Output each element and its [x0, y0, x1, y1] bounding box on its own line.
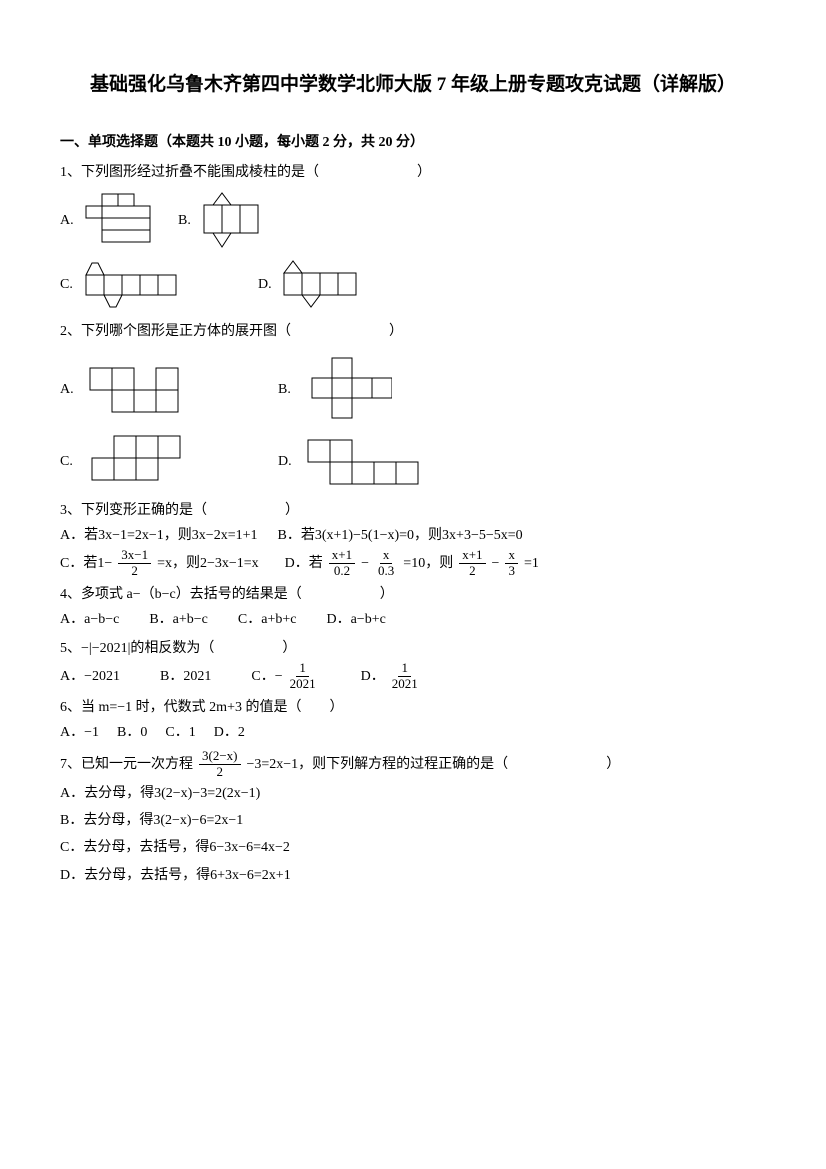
q3-d-mid2: =10，则 — [403, 551, 453, 576]
q5-opt-a: A．−2021 — [60, 664, 120, 689]
q5-d-frac: 1 2021 — [389, 661, 421, 691]
q3-d-f4: x 3 — [505, 548, 518, 578]
q4-opt-d: D．a−b+c — [326, 607, 385, 632]
q5-paren: ） — [282, 636, 296, 661]
q2-opt-a-figure — [84, 362, 194, 418]
q5-c-frac: 1 2021 — [287, 661, 319, 691]
q1-opt-a-figure — [84, 192, 154, 250]
q2-paren: ） — [389, 319, 403, 344]
q7-mid: −3=2x−1，则下列解方程的过程正确的是（ — [247, 752, 509, 777]
page-title: 基础强化乌鲁木齐第四中学数学北师大版 7 年级上册专题攻克试题（详解版） — [60, 70, 766, 100]
q6-opt-b: B．0 — [117, 720, 147, 745]
q3-d-f1: x+1 0.2 — [329, 548, 355, 578]
q7-opt-b: B．去分母，得3(2−x)−6=2x−1 — [60, 808, 766, 833]
q2-opt-b-figure — [302, 354, 392, 426]
q3-opt-a: A．若3x−1=2x−1，则3x−2x=1+1 — [60, 523, 257, 548]
question-7: 7、已知一元一次方程 3(2−x) 2 −3=2x−1，则下列解方程的过程正确的… — [60, 749, 766, 887]
q1-opt-c-figure — [84, 257, 204, 313]
q2-opt-c-figure — [84, 432, 194, 492]
q5-text: 5、−|−2021|的相反数为（ — [60, 636, 214, 661]
q3-d-f2: x 0.3 — [375, 548, 397, 578]
q5-opt-b: B．2021 — [160, 664, 211, 689]
q2-opt-a-label: A. — [60, 377, 78, 402]
q5-opt-d-pre: D． — [361, 664, 385, 689]
q1-paren: ） — [417, 160, 431, 185]
q1-text: 1、下列图形经过折叠不能围成棱柱的是（ — [60, 160, 319, 185]
q2-opt-d-figure — [302, 434, 422, 490]
q1-opt-d-label: D. — [258, 272, 276, 297]
q3-c-frac: 3x−1 2 — [118, 548, 151, 578]
q3-d-mid3: − — [492, 551, 500, 576]
q1-opt-d-figure — [282, 257, 382, 313]
q3-d-mid1: − — [361, 551, 369, 576]
q6-opt-a: A．−1 — [60, 720, 99, 745]
q7-frac: 3(2−x) 2 — [199, 749, 241, 779]
q7-opt-a: A．去分母，得3(2−x)−3=2(2x−1) — [60, 781, 766, 806]
q3-text: 3、下列变形正确的是（ — [60, 498, 207, 523]
q4-text: 4、多项式 a−（b−c）去括号的结果是（ — [60, 582, 302, 607]
q1-opt-b-figure — [202, 191, 292, 251]
q6-opt-d: D．2 — [214, 720, 245, 745]
q1-opt-a-label: A. — [60, 208, 78, 233]
q4-paren: ） — [380, 582, 394, 607]
question-5: 5、−|−2021|的相反数为（ ） A．−2021 B．2021 C．− 1 … — [60, 636, 766, 691]
question-3: 3、下列变形正确的是（ ） A．若3x−1=2x−1，则3x−2x=1+1 B．… — [60, 498, 766, 578]
q2-text: 2、下列哪个图形是正方体的展开图（ — [60, 319, 291, 344]
question-6: 6、当 m=−1 时，代数式 2m+3 的值是（ ） A．−1 B．0 C．1 … — [60, 695, 766, 745]
q1-opt-b-label: B. — [178, 208, 196, 233]
q7-pre: 7、已知一元一次方程 — [60, 752, 193, 777]
q4-opt-a: A．a−b−c — [60, 607, 119, 632]
q6-opt-c: C．1 — [165, 720, 195, 745]
question-2: 2、下列哪个图形是正方体的展开图（ ） A. B. — [60, 319, 766, 492]
q7-opt-c: C．去分母，去括号，得6−3x−6=4x−2 — [60, 835, 766, 860]
q1-opt-c-label: C. — [60, 272, 78, 297]
q2-opt-d-label: D. — [278, 449, 296, 474]
q3-opt-c-mid: =x，则2−3x−1=x — [157, 551, 259, 576]
q3-opt-b: B．若3(x+1)−5(1−x)=0，则3x+3−5−5x=0 — [277, 523, 522, 548]
q4-opt-b: B．a+b−c — [149, 607, 208, 632]
q2-opt-b-label: B. — [278, 377, 296, 402]
q3-paren: ） — [285, 498, 299, 523]
q3-d-f3: x+1 2 — [459, 548, 485, 578]
q7-opt-d: D．去分母，去括号，得6+3x−6=2x+1 — [60, 863, 766, 888]
section-header: 一、单项选择题（本题共 10 小题，每小题 2 分，共 20 分） — [60, 130, 766, 155]
q3-opt-d-pre: D．若 — [285, 551, 323, 576]
q7-paren: ） — [606, 752, 620, 777]
q2-opt-c-label: C. — [60, 449, 78, 474]
q3-d-end: =1 — [524, 551, 539, 576]
question-4: 4、多项式 a−（b−c）去括号的结果是（ ） A．a−b−c B．a+b−c … — [60, 582, 766, 632]
q5-opt-c-pre: C．− — [251, 664, 282, 689]
q3-opt-c-pre: C．若1− — [60, 551, 112, 576]
q4-opt-c: C．a+b+c — [238, 607, 297, 632]
q6-text: 6、当 m=−1 时，代数式 2m+3 的值是（ ） — [60, 695, 343, 720]
question-1: 1、下列图形经过折叠不能围成棱柱的是（ ） A. B — [60, 160, 766, 313]
